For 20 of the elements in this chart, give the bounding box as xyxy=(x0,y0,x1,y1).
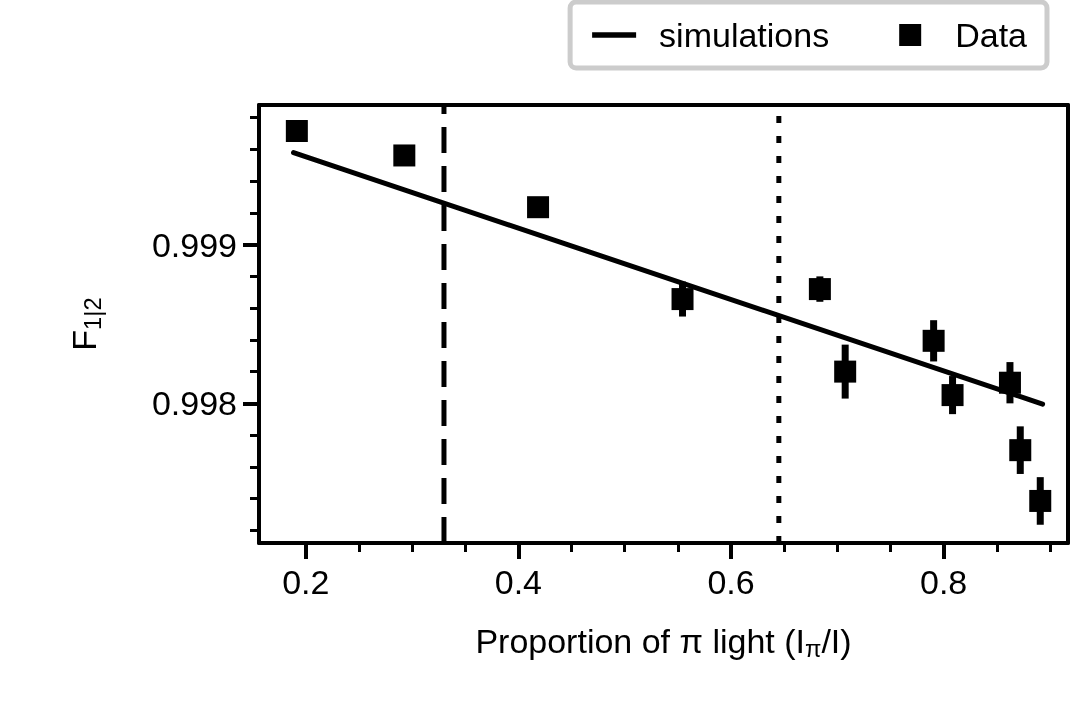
point xyxy=(527,196,550,219)
legend-label: simulations xyxy=(659,16,830,54)
point xyxy=(1009,439,1032,462)
x-tick-label: 0.8 xyxy=(919,563,968,601)
y-axis-title: F1|2 xyxy=(65,297,106,351)
point xyxy=(393,144,416,167)
legend-label: Data xyxy=(955,16,1028,54)
point xyxy=(671,288,694,311)
x-tick-label: 0.2 xyxy=(282,563,330,601)
y-tick-label: 0.999 xyxy=(151,225,237,264)
x-tick-label: 0.6 xyxy=(707,563,755,601)
point xyxy=(998,371,1021,394)
point xyxy=(941,384,964,407)
point xyxy=(1029,489,1052,512)
point xyxy=(285,120,308,143)
point xyxy=(922,329,945,352)
point xyxy=(808,278,831,301)
x-tick-label: 0.4 xyxy=(494,563,543,601)
y-tick-label: 0.998 xyxy=(151,384,237,423)
point xyxy=(834,360,857,383)
